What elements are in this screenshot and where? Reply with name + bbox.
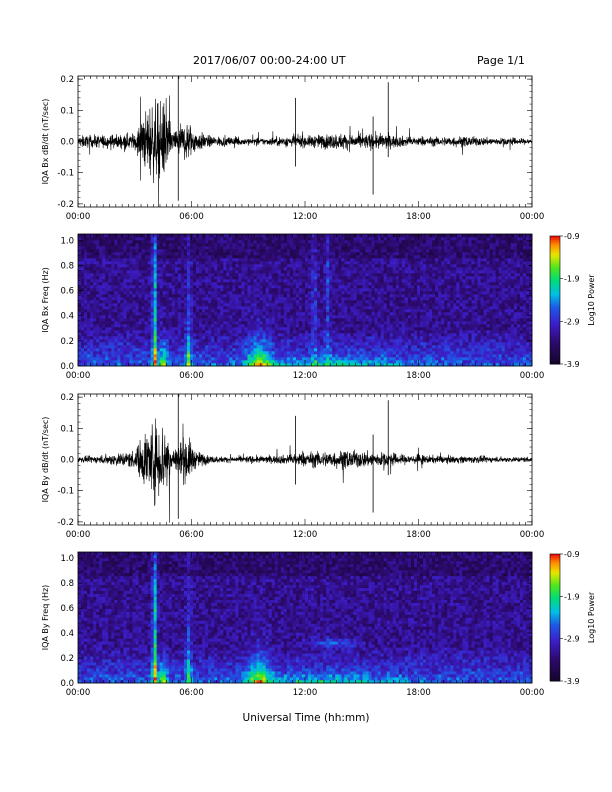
x-tick-label-1-2: 12:00	[293, 371, 318, 381]
y-tick-label-3-0: 0.0	[60, 679, 74, 689]
x-tick-label-1-3: 18:00	[406, 371, 431, 381]
page-indicator: Page 1/1	[477, 54, 525, 67]
y-tick-label-1-0: 0.0	[60, 362, 74, 372]
y-tick-label-3-2: 0.4	[60, 629, 74, 639]
y-tick-label-3-3: 0.6	[60, 604, 74, 614]
y-tick-label-3-5: 1.0	[60, 554, 74, 564]
x-tick-label-1-4: 00:00	[520, 371, 545, 381]
x-axis-title: Universal Time (hh:mm)	[0, 712, 612, 724]
colorbar-tick-label-1-2: -2.9	[564, 317, 580, 326]
y-axis-label-0: IQA Bx dB/dt (nT/sec)	[41, 99, 50, 185]
y-tick-label-0-3: 0.1	[60, 106, 74, 116]
colorbar-3	[549, 553, 561, 682]
waveform-panel-2	[77, 393, 533, 526]
y-tick-label-1-3: 0.6	[60, 287, 74, 297]
y-tick-label-0-1: -0.1	[57, 169, 74, 179]
x-tick-label-3-1: 06:00	[179, 688, 204, 698]
y-tick-label-0-4: 0.2	[60, 75, 74, 85]
x-tick-label-0-1: 06:00	[179, 212, 204, 222]
y-tick-label-1-5: 1.0	[60, 236, 74, 246]
x-tick-label-1-0: 00:00	[66, 371, 91, 381]
y-tick-label-2-2: 0.0	[60, 456, 74, 466]
colorbar-tick-label-3-2: -2.9	[564, 635, 580, 644]
y-tick-label-2-3: 0.1	[60, 424, 74, 434]
x-tick-label-0-3: 18:00	[406, 212, 431, 222]
y-tick-label-2-4: 0.2	[60, 393, 74, 403]
colorbar-tick-label-3-0: -0.9	[564, 550, 580, 559]
x-tick-label-0-0: 00:00	[66, 212, 91, 222]
x-tick-label-2-4: 00:00	[520, 530, 545, 540]
spectrogram-panel-1: -0.9 -1.9 -2.9 -3.9 Log10 Power	[77, 232, 596, 369]
y-tick-label-0-0: -0.2	[57, 200, 74, 210]
x-tick-label-0-4: 00:00	[520, 212, 545, 222]
waveform-panel-0	[77, 75, 533, 208]
x-tick-label-2-3: 18:00	[406, 530, 431, 540]
y-tick-label-3-4: 0.8	[60, 579, 74, 589]
x-tick-label-2-0: 00:00	[66, 530, 91, 540]
x-tick-label-3-3: 18:00	[406, 688, 431, 698]
y-tick-label-2-0: -0.2	[57, 518, 74, 528]
colorbar-tick-label-1-1: -1.9	[564, 275, 580, 284]
x-axis-title-text: Universal Time (hh:mm)	[242, 712, 370, 724]
colorbar-1	[549, 235, 561, 365]
x-tick-label-2-1: 06:00	[179, 530, 204, 540]
colorbar-label-1: Log10 Power	[587, 274, 596, 326]
x-tick-label-3-2: 12:00	[293, 688, 318, 698]
y-axis-label-3: IQA By Freq (Hz)	[41, 585, 50, 651]
y-tick-label-1-4: 0.8	[60, 261, 74, 271]
colorbar-tick-label-3-3: -3.9	[564, 677, 580, 686]
colorbar-tick-label-1-0: -0.9	[564, 232, 580, 241]
colorbar-tick-label-1-3: -3.9	[564, 360, 580, 369]
y-tick-label-2-1: -0.1	[57, 487, 74, 497]
x-tick-label-3-4: 00:00	[520, 688, 545, 698]
spectrogram-panel-3: -0.9 -1.9 -2.9 -3.9 Log10 Power	[77, 550, 596, 686]
x-tick-label-3-0: 00:00	[66, 688, 91, 698]
y-tick-label-3-1: 0.2	[60, 654, 74, 664]
colorbar-label-3: Log10 Power	[587, 591, 596, 643]
plot-title: 2017/06/07 00:00-24:00 UT	[193, 54, 346, 67]
x-tick-label-1-1: 06:00	[179, 371, 204, 381]
y-axis-label-2: IQA By dB/dt (nT/sec)	[41, 417, 50, 503]
waveform-series-2	[77, 418, 533, 523]
y-axis-label-1: IQA Bx Freq (Hz)	[41, 267, 50, 333]
y-tick-label-1-2: 0.4	[60, 312, 74, 322]
waveform-series-0	[77, 95, 533, 208]
y-tick-label-0-2: 0.0	[60, 138, 74, 148]
x-tick-label-2-2: 12:00	[293, 530, 318, 540]
x-tick-label-0-2: 12:00	[293, 212, 318, 222]
colorbar-tick-label-3-1: -1.9	[564, 592, 580, 601]
y-tick-label-1-1: 0.2	[60, 337, 74, 347]
